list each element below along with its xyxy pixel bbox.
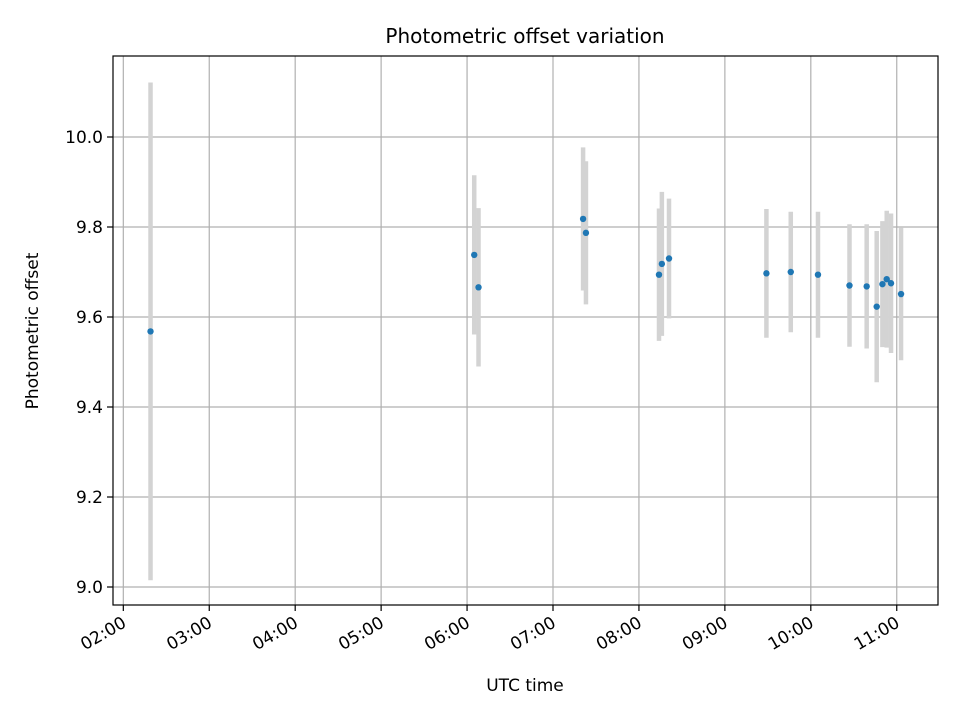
data-point bbox=[887, 280, 895, 287]
y-tick-label: 10.0 bbox=[65, 128, 103, 148]
plot-frame bbox=[112, 55, 939, 606]
y-tick-label: 9.2 bbox=[76, 488, 103, 508]
data-point bbox=[582, 229, 590, 237]
grid bbox=[113, 56, 938, 605]
data-point bbox=[658, 260, 666, 268]
data-point bbox=[897, 290, 905, 298]
y-tick-label: 9.6 bbox=[76, 308, 103, 328]
data-point bbox=[763, 270, 770, 277]
y-axis-title: Photometric offset bbox=[23, 252, 43, 409]
data-point bbox=[655, 271, 663, 278]
data-points bbox=[147, 215, 905, 335]
y-axis-ticks: 9.0 9.2 9.4 9.6 9.8 10.0 bbox=[65, 128, 113, 598]
y-tick-label: 9.8 bbox=[76, 218, 103, 238]
y-tick-label: 9.0 bbox=[76, 578, 103, 598]
data-point bbox=[475, 284, 482, 291]
chart-title: Photometric offset variation bbox=[385, 24, 664, 48]
data-point bbox=[873, 303, 880, 310]
data-point bbox=[846, 282, 853, 289]
data-point bbox=[879, 280, 886, 288]
data-point bbox=[147, 328, 154, 335]
x-axis-title: UTC time bbox=[486, 676, 564, 696]
data-point bbox=[814, 271, 822, 278]
data-point bbox=[471, 251, 478, 259]
data-point bbox=[863, 283, 870, 290]
y-tick-label: 9.4 bbox=[76, 398, 103, 418]
data-point bbox=[579, 215, 587, 223]
data-point bbox=[883, 276, 890, 283]
data-point bbox=[665, 255, 673, 262]
data-point bbox=[787, 268, 794, 276]
